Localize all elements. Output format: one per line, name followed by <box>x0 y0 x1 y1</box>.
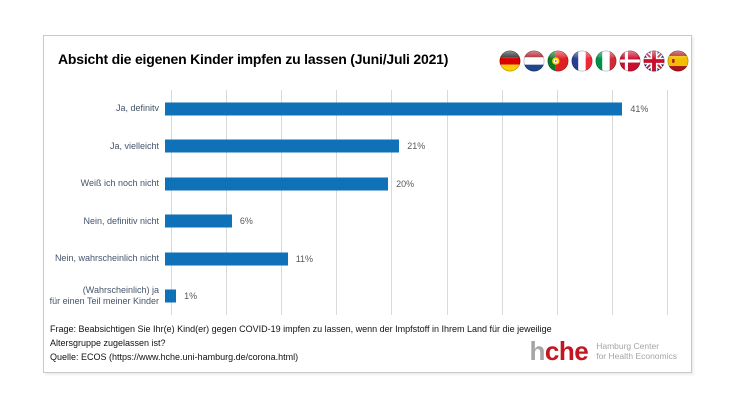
chart-title: Absicht die eigenen Kinder impfen zu las… <box>58 51 449 67</box>
bar <box>165 214 232 228</box>
flag-netherlands-icon <box>523 50 545 72</box>
gridline <box>556 90 558 315</box>
country-flags-row <box>499 50 689 72</box>
hche-logo-subtitle: Hamburg Center for Health Economics <box>596 341 677 361</box>
bar-track: 6% <box>165 203 667 241</box>
bar-value-label: 11% <box>295 253 314 264</box>
category-label: Ja, definitv <box>115 103 159 114</box>
bar <box>165 177 389 191</box>
wordmark-red-part: che <box>544 336 589 366</box>
hche-wordmark: hche <box>530 338 589 364</box>
bar-track: 21% <box>165 128 667 166</box>
bar-value-label: 21% <box>407 141 426 152</box>
bar-value-label: 20% <box>396 178 415 189</box>
category-label: Weiß ich noch nicht <box>80 178 159 189</box>
chart-row: (Wahrscheinlich) ja für einen Teil meiner… <box>44 278 667 316</box>
chart-row: Ja, definitv 41% <box>44 90 667 128</box>
bar-track: 1% <box>165 278 667 316</box>
flag-germany-icon <box>499 50 521 72</box>
flag-denmark-icon <box>619 50 641 72</box>
bar <box>165 139 400 153</box>
flag-spain-icon <box>667 50 689 72</box>
bar <box>165 252 288 266</box>
flag-portugal-icon <box>547 50 569 72</box>
chart-row: Nein, definitiv nicht 6% <box>44 203 667 241</box>
gridline <box>226 90 228 315</box>
category-label: (Wahrscheinlich) ja für einen Teil meiner… <box>49 285 159 307</box>
flag-united-kingdom-icon <box>643 50 665 72</box>
gridline <box>611 90 613 315</box>
footer-source: Quelle: ECOS (https://www.hche.uni-hambu… <box>50 352 299 363</box>
bar <box>165 289 177 303</box>
category-label: Nein, wahrscheinlich nicht <box>54 253 159 264</box>
bar <box>165 102 623 116</box>
category-label: Ja, vielleicht <box>109 140 159 151</box>
gridline <box>391 90 393 315</box>
gridline <box>336 90 338 315</box>
hche-logo: hche Hamburg Center for Health Economics <box>530 338 678 364</box>
bar-track: 11% <box>165 240 667 278</box>
chart-card: Absicht die eigenen Kinder impfen zu las… <box>43 35 692 373</box>
chart-row: Nein, wahrscheinlich nicht 11% <box>44 240 667 278</box>
gridline <box>501 90 503 315</box>
wordmark-gray-part: h <box>529 336 546 366</box>
logo-subtitle-line2: for Health Economics <box>596 351 677 361</box>
flag-france-icon <box>571 50 593 72</box>
bar-track: 41% <box>165 90 667 128</box>
grid-layer <box>171 90 668 315</box>
logo-subtitle-line1: Hamburg Center <box>596 341 660 351</box>
chart-row: Weiß ich noch nicht 20% <box>44 165 667 203</box>
bar-value-label: 1% <box>184 291 198 302</box>
bar-value-label: 6% <box>239 216 253 227</box>
chart-rows: Ja, definitv 41% Ja, vielleicht 21% Weiß ich… <box>44 90 667 315</box>
bar-track: 20% <box>165 165 667 203</box>
flag-italy-icon <box>595 50 617 72</box>
gridline <box>171 90 172 315</box>
footer-question: Frage: Beabsichtigen Sie Ihr(e) Kind(er)… <box>50 324 552 349</box>
chart-row: Ja, vielleicht 21% <box>44 128 667 166</box>
gridline <box>667 90 668 315</box>
chart-footer: Frage: Beabsichtigen Sie Ihr(e) Kind(er)… <box>50 322 555 365</box>
category-label: Nein, definitiv nicht <box>83 215 159 226</box>
gridline <box>446 90 448 315</box>
gridline <box>281 90 283 315</box>
bar-value-label: 41% <box>630 103 649 114</box>
